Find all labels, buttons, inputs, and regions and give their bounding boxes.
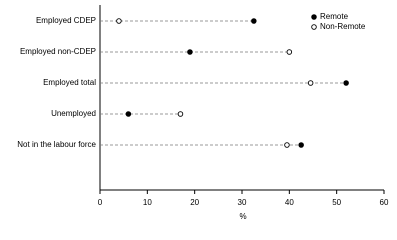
y-tick-label: Not in the labour force [17,140,96,149]
dot [307,80,314,86]
x-axis-label: % [239,212,246,221]
dot [284,142,290,148]
x-tick-label: 20 [190,198,199,207]
dot [251,18,257,24]
dot [298,142,304,148]
x-tick-label: 30 [238,198,247,207]
x-tick-label: 50 [332,198,341,207]
legend-label: Non-Remote [320,22,366,31]
x-tick-label: 60 [380,198,389,207]
chart: % 0 10 20 30 40 50 60 Employed CDEP Employed non… [17,5,389,221]
dot [177,111,184,117]
dot [116,18,122,24]
y-tick-label: Employed total [43,78,96,87]
legend-marker [311,14,317,20]
dot [343,80,349,86]
x-tick-label: 10 [143,198,152,207]
x-tick-label: 40 [285,198,294,207]
dot [125,111,132,117]
y-tick-label: Employed CDEP [36,16,96,25]
legend-label: Remote [320,12,349,21]
x-tick-label: 0 [98,198,103,207]
legend-marker [311,24,317,30]
y-tick-label: Unemployed [51,109,96,118]
dot [286,49,293,55]
dot [187,49,193,55]
y-tick-label: Employed non-CDEP [20,47,96,56]
